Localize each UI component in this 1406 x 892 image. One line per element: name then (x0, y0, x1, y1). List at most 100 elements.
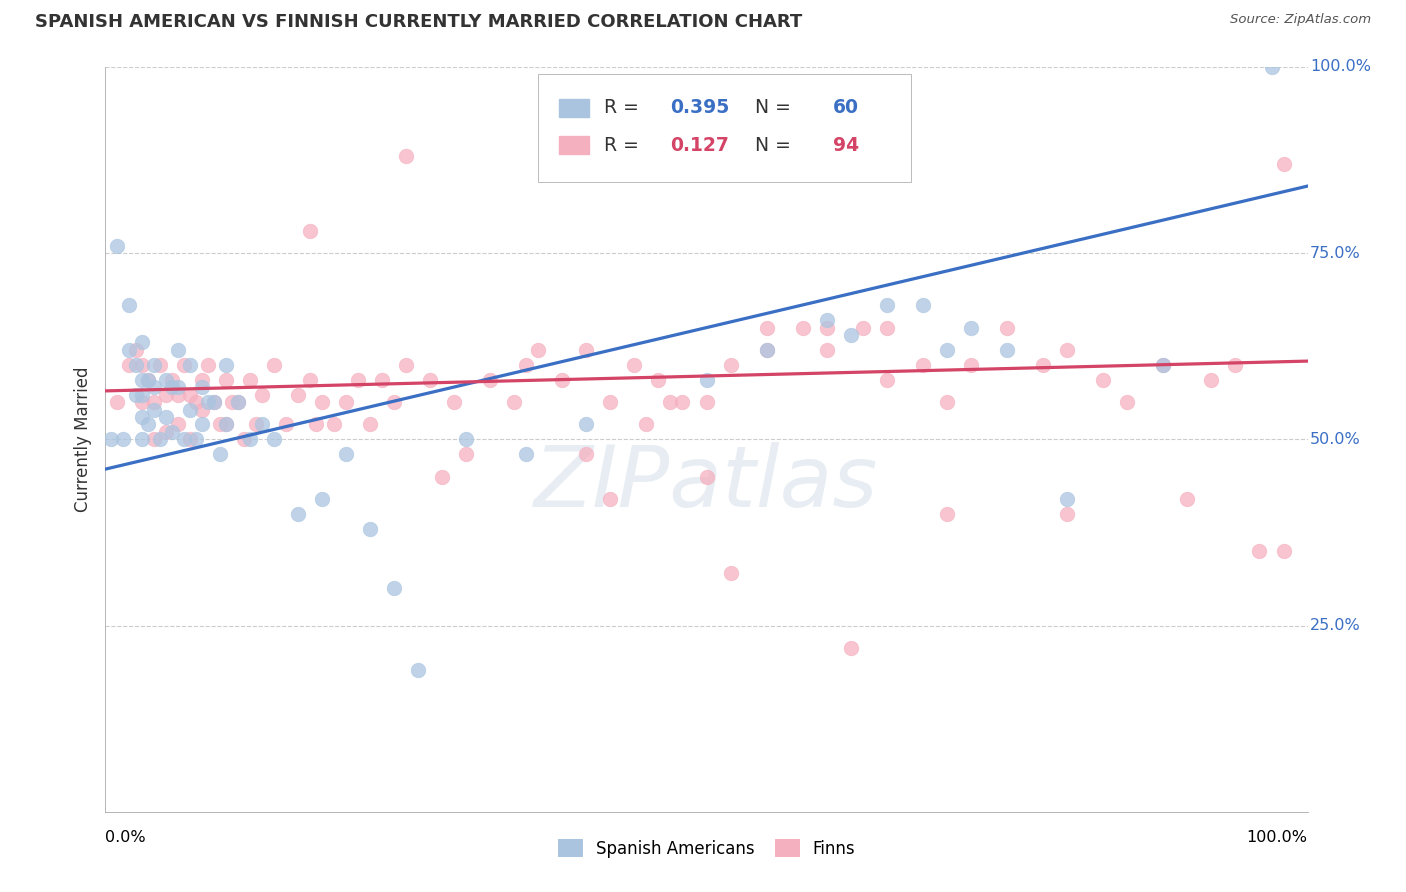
Point (173, 358, 195, 372)
Text: 0.395: 0.395 (671, 98, 730, 118)
Point (1032, 358, 1054, 372)
Point (214, 358, 236, 372)
Point (551, 373, 574, 387)
Point (347, 373, 370, 387)
Point (755, 320, 778, 334)
Point (155, 373, 177, 387)
Point (202, 395, 225, 409)
Point (696, 469, 718, 483)
Point (575, 343, 598, 357)
Text: 75.0%: 75.0% (1310, 245, 1361, 260)
Point (1056, 507, 1078, 521)
Point (208, 417, 231, 432)
Point (322, 417, 344, 432)
Point (1056, 343, 1078, 357)
Point (599, 491, 621, 506)
Text: ZIPatlas: ZIPatlas (534, 442, 879, 525)
Point (839, 328, 862, 343)
Point (179, 358, 201, 372)
Point (936, 507, 959, 521)
Point (623, 358, 645, 372)
Point (382, 395, 405, 409)
Point (287, 507, 309, 521)
Point (190, 417, 212, 432)
Point (131, 395, 153, 409)
Point (1092, 373, 1115, 387)
Point (371, 373, 394, 387)
Point (214, 373, 236, 387)
Point (1116, 395, 1139, 409)
Point (274, 417, 297, 432)
Point (454, 433, 477, 447)
Point (263, 433, 285, 447)
Text: 50.0%: 50.0% (1310, 432, 1361, 447)
Point (136, 373, 159, 387)
Point (131, 387, 153, 401)
Point (671, 395, 693, 409)
Point (454, 447, 477, 461)
Point (197, 358, 219, 372)
Text: 100.0%: 100.0% (1247, 830, 1308, 846)
Point (166, 417, 188, 432)
Point (100, 433, 122, 447)
Point (202, 395, 225, 409)
Point (839, 640, 862, 655)
Point (479, 373, 502, 387)
Point (136, 417, 159, 432)
Point (131, 358, 153, 372)
Y-axis label: Currently Married: Currently Married (75, 367, 93, 512)
Point (179, 433, 201, 447)
Bar (558, 136, 589, 154)
Point (148, 433, 170, 447)
Point (1175, 491, 1198, 506)
Point (179, 402, 201, 417)
Point (359, 522, 381, 536)
Point (118, 298, 141, 312)
Point (214, 417, 236, 432)
Point (419, 373, 441, 387)
Point (179, 387, 201, 401)
Point (173, 433, 195, 447)
Text: R =: R = (605, 136, 651, 154)
Point (720, 358, 742, 372)
Point (131, 373, 153, 387)
Text: N =: N = (742, 136, 796, 154)
Point (166, 387, 188, 401)
Point (755, 343, 778, 357)
Point (443, 395, 465, 409)
Point (876, 373, 898, 387)
Point (335, 395, 357, 409)
Point (305, 417, 328, 432)
FancyBboxPatch shape (538, 74, 911, 182)
Point (911, 358, 934, 372)
Point (197, 395, 219, 409)
Point (815, 320, 838, 334)
Point (311, 491, 333, 506)
Point (263, 358, 285, 372)
Text: N =: N = (742, 98, 796, 118)
Point (1260, 60, 1282, 74)
Point (382, 582, 405, 596)
Point (311, 395, 333, 409)
Point (142, 380, 165, 394)
Text: R =: R = (605, 98, 645, 118)
Point (124, 343, 146, 357)
Point (190, 373, 212, 387)
Text: 100.0%: 100.0% (1310, 60, 1371, 74)
Point (876, 298, 898, 312)
Point (1225, 358, 1247, 372)
Text: SPANISH AMERICAN VS FINNISH CURRENTLY MARRIED CORRELATION CHART: SPANISH AMERICAN VS FINNISH CURRENTLY MA… (35, 13, 803, 31)
Point (124, 358, 146, 372)
Point (659, 395, 682, 409)
Point (155, 409, 177, 424)
Point (960, 358, 983, 372)
Point (118, 343, 141, 357)
Point (226, 395, 249, 409)
Point (142, 402, 165, 417)
Point (221, 395, 243, 409)
Point (184, 433, 207, 447)
Point (118, 358, 141, 372)
Point (1152, 358, 1174, 372)
Point (1249, 544, 1271, 558)
Point (815, 343, 838, 357)
